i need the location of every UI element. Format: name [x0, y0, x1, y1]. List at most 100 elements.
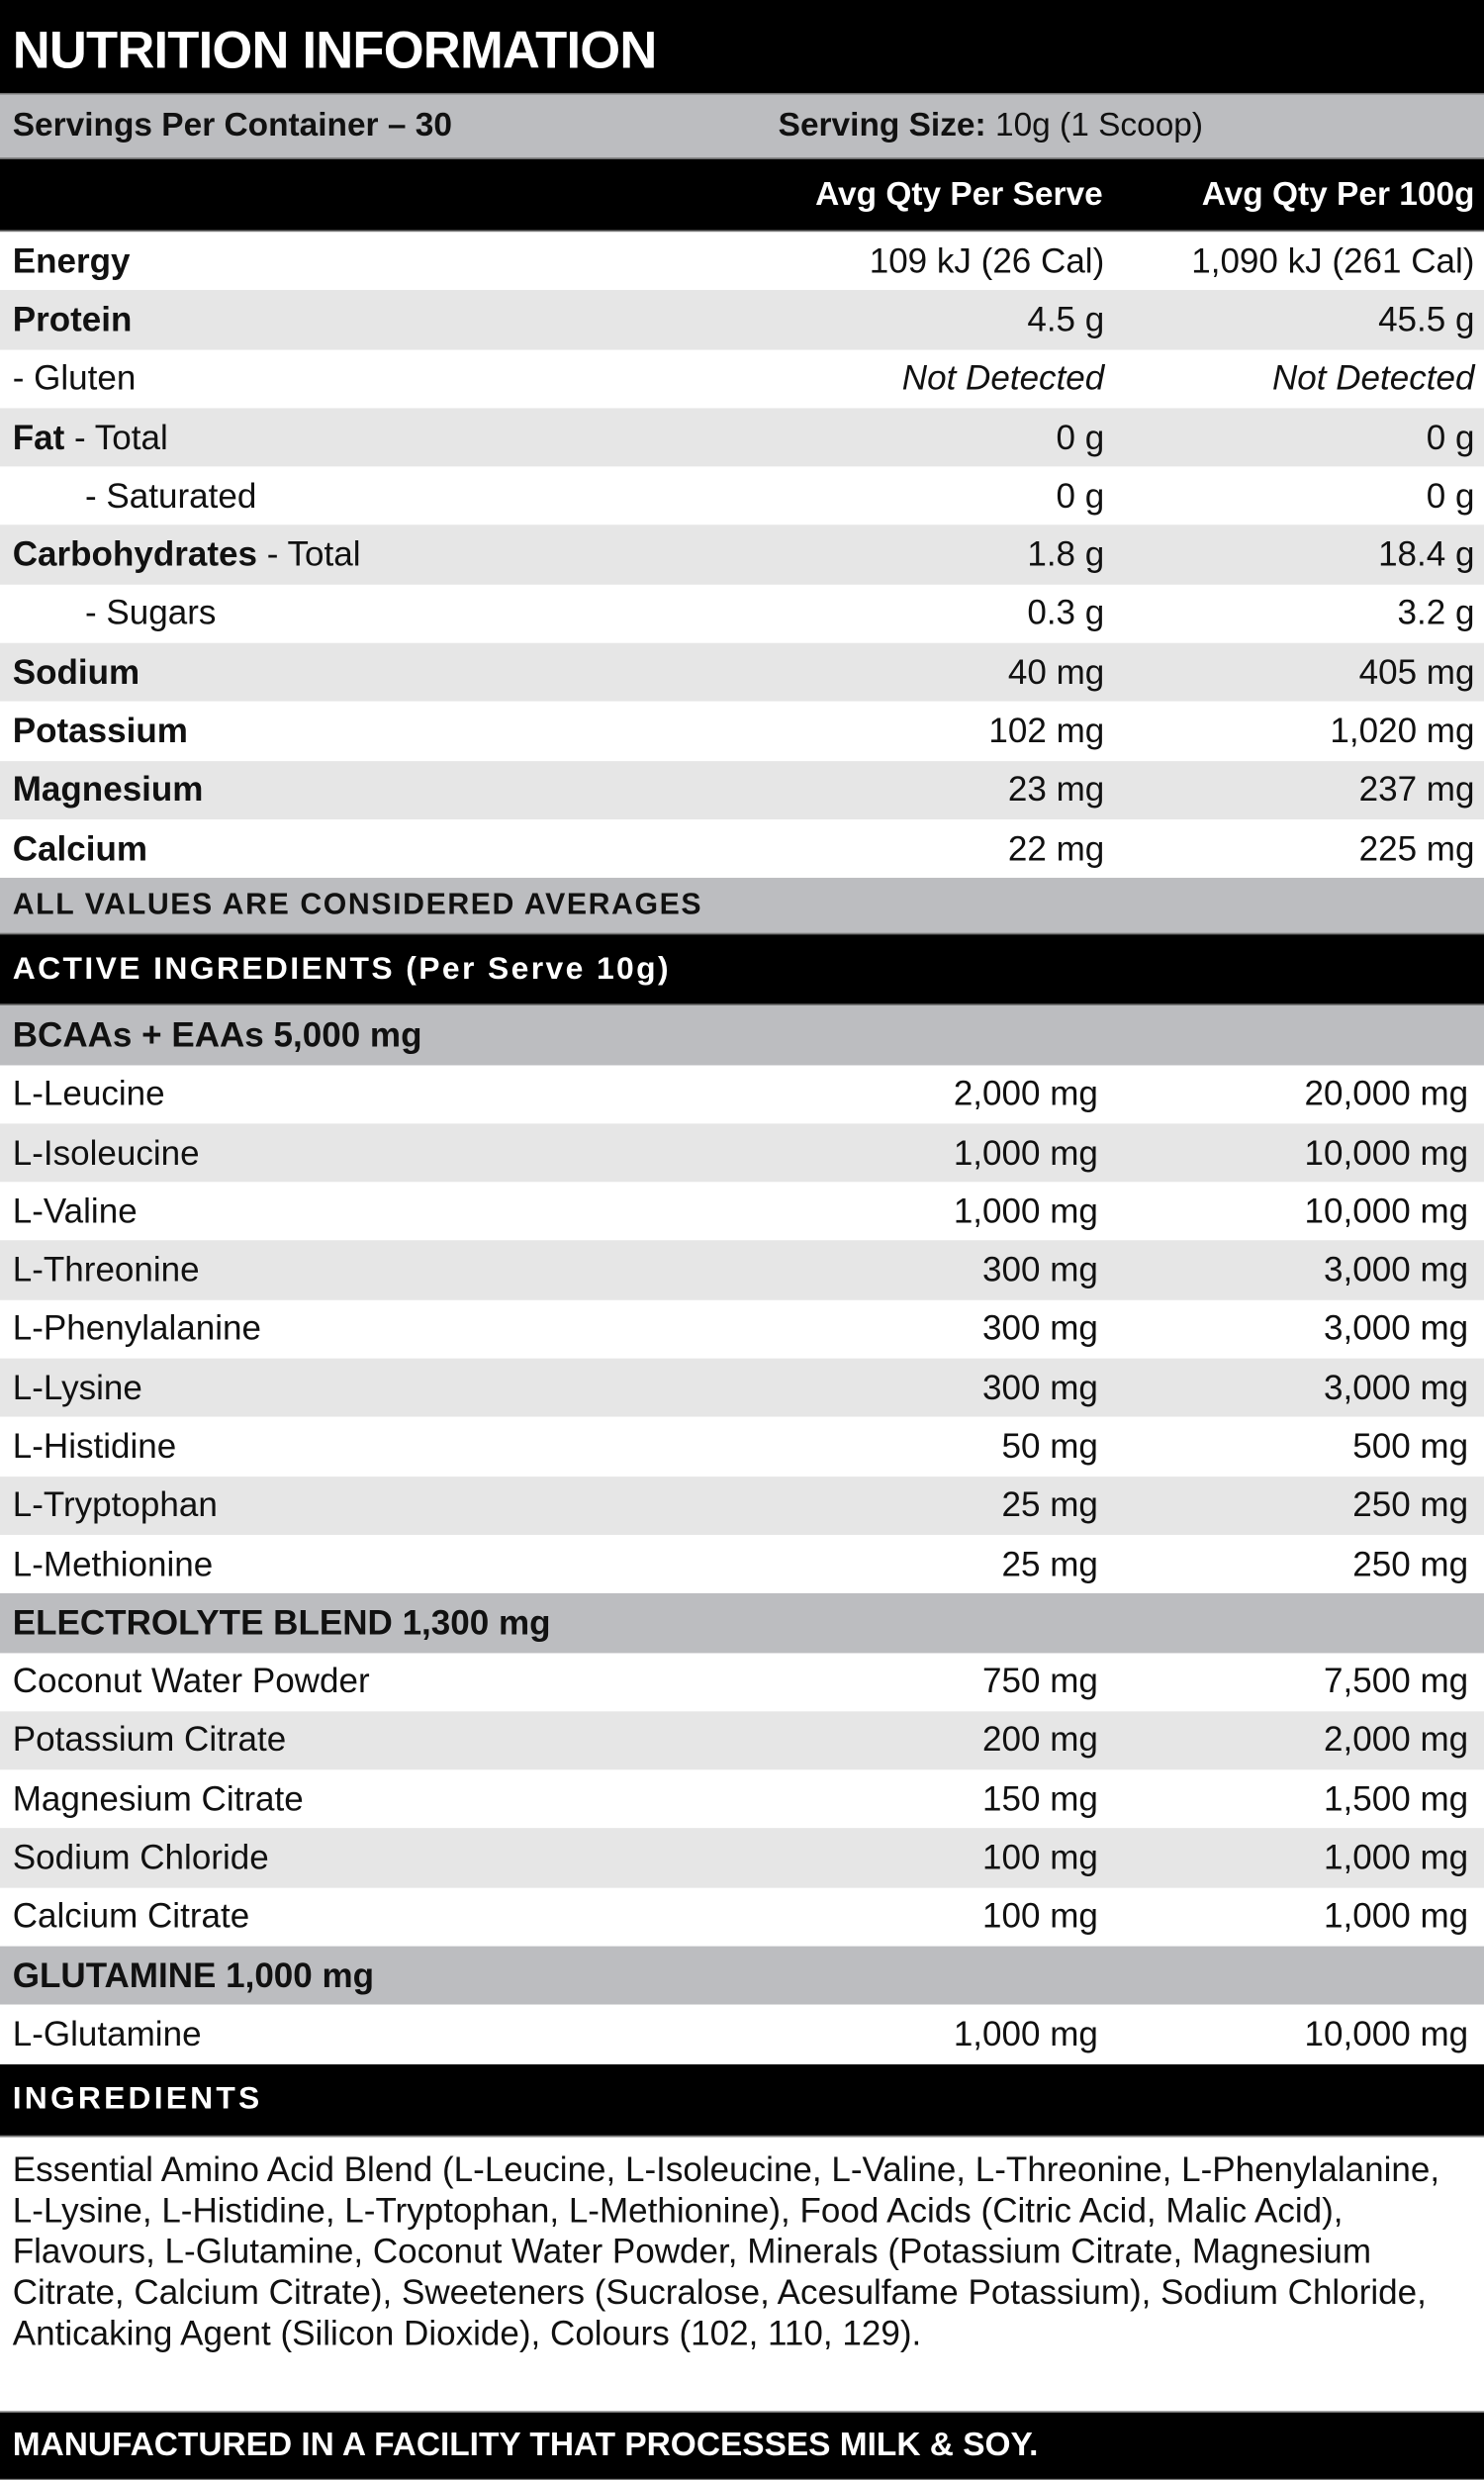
ingredient-name: L-Histidine: [12, 1426, 177, 1466]
group-header: BCAAs + EAAs 5,000 mg: [0, 1005, 1484, 1065]
nutrition-row: - Gluten Not Detected Not Detected: [0, 349, 1484, 408]
nutrient-name: - Saturated: [85, 476, 256, 517]
per-serve-value: 1,000 mg: [953, 1132, 1098, 1172]
per-serve-value: 1.8 g: [1027, 534, 1105, 574]
per-100g-value: 3.2 g: [1397, 593, 1475, 633]
nutrient-name-bold: Magnesium: [12, 769, 204, 810]
per-100g-value: 1,090 kJ (261 Cal): [1191, 240, 1475, 280]
ingredient-row: Coconut Water Powder 750 mg 7,500 mg: [0, 1653, 1484, 1711]
per-serve-value: 0 g: [1056, 417, 1105, 457]
per-100g-value: 237 mg: [1358, 769, 1475, 810]
ingredient-row: Potassium Citrate 200 mg 2,000 mg: [0, 1711, 1484, 1770]
group-header: ELECTROLYTE BLEND 1,300 mg: [0, 1593, 1484, 1653]
ingredient-row: L-Isoleucine 1,000 mg 10,000 mg: [0, 1123, 1484, 1183]
ingredient-row: L-Methionine 25 mg 250 mg: [0, 1535, 1484, 1593]
allergen-note: MANUFACTURED IN A FACILITY THAT PROCESSE…: [0, 2412, 1484, 2480]
serving-size: Serving Size: 10g (1 Scoop): [779, 107, 1203, 144]
ingredient-name: L-Valine: [12, 1191, 138, 1231]
per-serve-value: 1,000 mg: [953, 1191, 1098, 1231]
ingredient-row: L-Threonine 300 mg 3,000 mg: [0, 1240, 1484, 1300]
per-100g-value: 3,000 mg: [1324, 1367, 1469, 1407]
per-100g-value: 20,000 mg: [1304, 1073, 1469, 1113]
per-serve-value: 2,000 mg: [953, 1073, 1098, 1113]
column-header: Avg Qty Per Serve Avg Qty Per 100g: [0, 158, 1484, 233]
per-100g-value: 0 g: [1426, 417, 1475, 457]
ingredient-name: L-Lysine: [12, 1367, 142, 1407]
ingredient-name: L-Isoleucine: [12, 1132, 200, 1172]
nutrient-name-rest: - Saturated: [84, 475, 257, 516]
ingredient-name: L-Tryptophan: [12, 1484, 218, 1525]
per-100g-value: 18.4 g: [1378, 534, 1475, 574]
nutrition-row: Fat - Total 0 g 0 g: [0, 408, 1484, 467]
col-per-100g: Avg Qty Per 100g: [1201, 175, 1475, 213]
serving-size-value: 10g (1 Scoop): [994, 107, 1204, 143]
nutrient-name-rest: - Total: [257, 534, 361, 574]
ingredient-row: L-Glutamine 1,000 mg 10,000 mg: [0, 2005, 1484, 2063]
nutrient-name: Protein: [13, 299, 133, 339]
active-ingredients-header: ACTIVE INGREDIENTS (Per Serve 10g): [0, 934, 1484, 1006]
active-ingredients-table: BCAAs + EAAs 5,000 mg L-Leucine 2,000 mg 20…: [0, 1005, 1484, 2063]
ingredient-row: L-Lysine 300 mg 3,000 mg: [0, 1358, 1484, 1418]
per-100g-value: 225 mg: [1358, 827, 1475, 868]
per-100g-value: 1,000 mg: [1324, 1896, 1469, 1937]
per-serve-value: 300 mg: [982, 1367, 1098, 1407]
per-serve-value: 25 mg: [1001, 1543, 1098, 1583]
per-serve-value: 750 mg: [982, 1661, 1098, 1701]
per-100g-value: 3,000 mg: [1324, 1249, 1469, 1289]
ingredient-row: L-Valine 1,000 mg 10,000 mg: [0, 1183, 1484, 1241]
ingredient-row: Calcium Citrate 100 mg 1,000 mg: [0, 1887, 1484, 1946]
per-100g-value: 10,000 mg: [1304, 1132, 1469, 1172]
nutrient-name-bold: Carbohydrates: [12, 534, 258, 574]
per-100g-value: 500 mg: [1352, 1426, 1469, 1466]
per-serve-value: 100 mg: [982, 1896, 1098, 1937]
servings-row: Servings Per Container – 30 Serving Size…: [0, 94, 1484, 159]
nutrition-row: Calcium 22 mg 225 mg: [0, 819, 1484, 878]
per-100g-value: 0 g: [1426, 475, 1475, 516]
per-100g-value: 7,500 mg: [1324, 1661, 1469, 1701]
nutrient-name-bold: Protein: [12, 299, 133, 339]
per-100g-value: 250 mg: [1352, 1484, 1469, 1525]
nutrient-name-bold: Fat: [12, 417, 65, 457]
ingredient-row: Sodium Chloride 100 mg 1,000 mg: [0, 1828, 1484, 1888]
per-serve-value: 25 mg: [1001, 1484, 1098, 1525]
ingredient-row: L-Leucine 2,000 mg 20,000 mg: [0, 1065, 1484, 1123]
per-100g-value: 1,020 mg: [1330, 711, 1475, 751]
ingredient-row: L-Tryptophan 25 mg 250 mg: [0, 1476, 1484, 1535]
per-100g-value: 10,000 mg: [1304, 1191, 1469, 1231]
nutrition-row: Energy 109 kJ (26 Cal) 1,090 kJ (261 Cal): [0, 232, 1484, 290]
nutrition-row: Sodium 40 mg 405 mg: [0, 642, 1484, 703]
ingredient-name: L-Threonine: [12, 1249, 200, 1289]
per-serve-value: 0 g: [1056, 475, 1105, 516]
nutrient-name-bold: Energy: [12, 240, 131, 280]
per-serve-value: Not Detected: [901, 357, 1105, 398]
nutrient-name-rest: - Total: [64, 417, 168, 457]
nutrient-name: Calcium: [13, 828, 147, 869]
per-serve-value: 100 mg: [982, 1837, 1098, 1877]
group-header: GLUTAMINE 1,000 mg: [0, 1946, 1484, 2006]
per-serve-value: 23 mg: [1007, 769, 1105, 810]
ingredient-name: L-Phenylalanine: [12, 1308, 261, 1349]
nutrient-name-rest: - Sugars: [84, 593, 217, 633]
nutrient-name: Fat - Total: [13, 417, 168, 457]
ingredient-name: L-Leucine: [12, 1073, 165, 1113]
nutrient-name: - Sugars: [85, 593, 216, 633]
per-100g-value: 45.5 g: [1378, 299, 1475, 339]
nutrient-name-bold: Sodium: [12, 651, 140, 692]
nutrient-name-bold: Potassium: [12, 711, 188, 751]
ingredient-row: L-Phenylalanine 300 mg 3,000 mg: [0, 1299, 1484, 1358]
per-serve-value: 200 mg: [982, 1720, 1098, 1760]
per-100g-value: 3,000 mg: [1324, 1308, 1469, 1349]
nutrient-name: - Gluten: [13, 358, 137, 399]
ingredients-text: Essential Amino Acid Blend (L-Leucine, L…: [0, 2137, 1484, 2413]
ingredient-name: Potassium Citrate: [12, 1720, 287, 1760]
ingredient-row: L-Histidine 50 mg 500 mg: [0, 1417, 1484, 1476]
per-serve-value: 22 mg: [1007, 827, 1105, 868]
col-per-serve: Avg Qty Per Serve: [815, 175, 1103, 213]
averages-note: ALL VALUES ARE CONSIDERED AVERAGES: [0, 878, 1484, 935]
nutrient-name-rest: - Gluten: [12, 357, 137, 398]
per-serve-value: 40 mg: [1007, 651, 1105, 692]
ingredient-name: Magnesium Citrate: [12, 1778, 304, 1819]
per-serve-value: 300 mg: [982, 1308, 1098, 1349]
per-serve-value: 4.5 g: [1027, 299, 1105, 339]
